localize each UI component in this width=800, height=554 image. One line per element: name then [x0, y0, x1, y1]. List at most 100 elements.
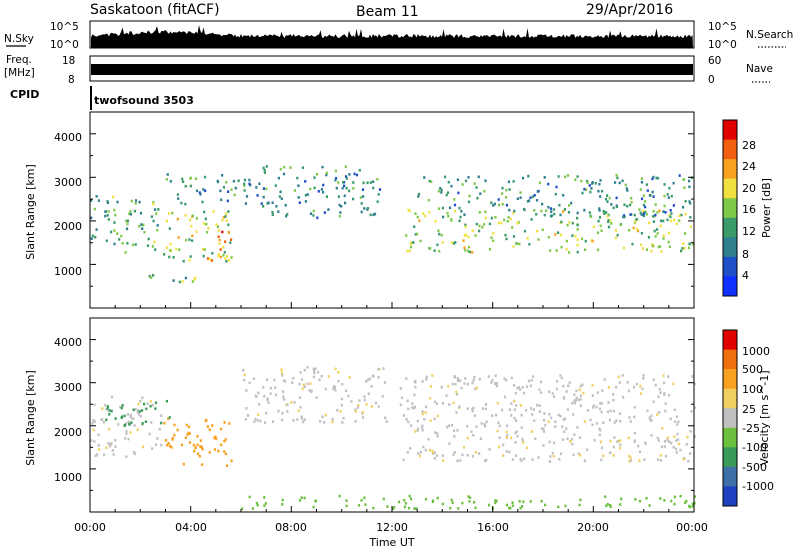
- cell-power-6-72: [529, 196, 532, 199]
- cell-velocity-4-74: [516, 434, 519, 438]
- cell-power-6-118: [618, 181, 621, 185]
- cell-power-5-47: [598, 216, 602, 219]
- cell-velocity-4-96: [690, 410, 693, 413]
- cell-velocity-4-155: [693, 406, 696, 409]
- cell-velocity-3-68: [296, 418, 299, 421]
- cell-velocity-1-52: [220, 443, 223, 447]
- cell-power-5-57: [512, 211, 515, 215]
- cell-power-6-1: [550, 210, 553, 213]
- cell-velocity-1-42: [196, 435, 199, 438]
- cell-power-6-103: [463, 213, 466, 216]
- cell-power-5-78: [552, 208, 555, 211]
- cell-power-0-35: [90, 216, 93, 220]
- cell-power-6-73: [662, 210, 665, 213]
- cell-velocity-4-191: [495, 413, 498, 417]
- cell-velocity-5-56: [457, 507, 460, 510]
- cell-velocity-3-134: [300, 417, 303, 420]
- cell-power-1-32: [205, 222, 208, 226]
- cell-power-4-60: [343, 184, 346, 188]
- cell-power-5-29: [670, 219, 673, 223]
- cell-power-5-59: [662, 219, 665, 223]
- cell-power-6-93: [512, 180, 515, 183]
- cell-power-6-47: [644, 200, 647, 203]
- cell-velocity-4-299: [676, 423, 679, 426]
- cell-power-0-43: [105, 239, 108, 243]
- cell-velocity-3-57: [377, 405, 380, 408]
- cell-power-3-42: [260, 202, 263, 205]
- cell-velocity-3-36: [377, 368, 380, 371]
- cell-velocity-4-147: [550, 416, 553, 420]
- cell-velocity-4-221: [586, 409, 589, 412]
- cell-power-3-26: [255, 186, 258, 189]
- cell-power-5-154: [668, 245, 671, 249]
- cell-velocity-5-40: [312, 505, 315, 509]
- cell-power-1-12: [171, 211, 174, 215]
- cell-velocity-3-16: [263, 394, 266, 398]
- cell-power-0-27: [151, 245, 154, 248]
- cell-velocity-5-30: [670, 499, 673, 503]
- cell-power-6-106: [493, 202, 496, 206]
- cell-velocity-2-13: [123, 414, 126, 418]
- cell-velocity-1-33: [206, 425, 209, 428]
- cell-power-5-186: [438, 249, 441, 253]
- power-cbar-tick-8: 8: [742, 248, 749, 261]
- frequency-panel: Freq. [MHz] 18 8 60 0 Nave: [4, 54, 773, 86]
- cell-velocity-1-18: [224, 452, 227, 456]
- cell-power-0-8: [155, 212, 158, 215]
- cell-power-6-84: [684, 199, 687, 203]
- cell-power-1-40: [188, 259, 191, 262]
- cell-power-2-10: [224, 240, 227, 243]
- cell-velocity-4-39: [537, 456, 540, 459]
- cell-power-6-104: [519, 196, 522, 199]
- cell-power-3-11: [230, 188, 233, 191]
- cell-power-5-62: [408, 209, 411, 213]
- cell-velocity-3-82: [284, 379, 287, 383]
- cell-power-6-45: [447, 180, 450, 184]
- cell-velocity-0-9: [127, 420, 130, 424]
- cell-power-7-9: [172, 279, 175, 282]
- cell-power-4-71: [313, 186, 316, 190]
- cell-power-4-3: [341, 186, 344, 190]
- cell-velocity-3-113: [383, 381, 387, 384]
- cell-power-6-158: [652, 195, 655, 198]
- cell-power-5-106: [632, 226, 635, 230]
- cell-power-1-34: [222, 245, 225, 249]
- cell-power-5-204: [490, 236, 493, 239]
- cell-velocity-0-35: [107, 442, 110, 445]
- cell-power-5-169: [438, 232, 441, 236]
- cell-velocity-4-335: [637, 444, 640, 448]
- cell-velocity-1-22: [228, 422, 231, 425]
- nave-label: Nave: [746, 63, 773, 75]
- cell-power-4-79: [338, 214, 341, 218]
- cell-velocity-3-2: [354, 408, 357, 412]
- cell-velocity-1-41: [163, 421, 166, 425]
- cell-velocity-4-232: [471, 409, 474, 413]
- cell-power-6-144: [550, 214, 553, 217]
- cell-velocity-1-16: [208, 451, 211, 454]
- cell-power-3-43: [194, 177, 198, 180]
- cell-power-5-87: [635, 227, 638, 231]
- cell-velocity-3-120: [265, 378, 269, 381]
- cell-power-6-41: [479, 192, 482, 195]
- cell-velocity-1-20: [185, 423, 188, 427]
- cell-power-6-142: [629, 213, 632, 216]
- cell-velocity-0-20: [91, 422, 94, 425]
- cell-velocity-4-3: [609, 409, 612, 413]
- cell-velocity-0-12: [111, 449, 114, 452]
- cell-velocity-3-97: [299, 405, 302, 409]
- power-panel: 1000 2000 3000 4000 Slant Range [km] 4 8…: [24, 111, 773, 309]
- cell-velocity-3-19: [354, 420, 357, 423]
- cell-velocity-4-149: [538, 404, 541, 407]
- cell-power-5-130: [652, 220, 655, 223]
- cell-velocity-4-153: [672, 446, 675, 449]
- cell-power-6-0: [689, 201, 692, 205]
- cell-power-4-68: [304, 200, 307, 203]
- cell-velocity-4-239: [405, 377, 408, 380]
- cell-velocity-3-108: [314, 367, 317, 371]
- cpid-panel: CPID twofsound 3503: [10, 86, 194, 110]
- cell-velocity-4-266: [527, 379, 530, 383]
- cell-velocity-4-40: [663, 445, 666, 448]
- power-colorbar-swatch-1: [723, 139, 737, 160]
- cell-velocity-4-20: [421, 424, 424, 428]
- cell-power-5-52: [681, 247, 684, 250]
